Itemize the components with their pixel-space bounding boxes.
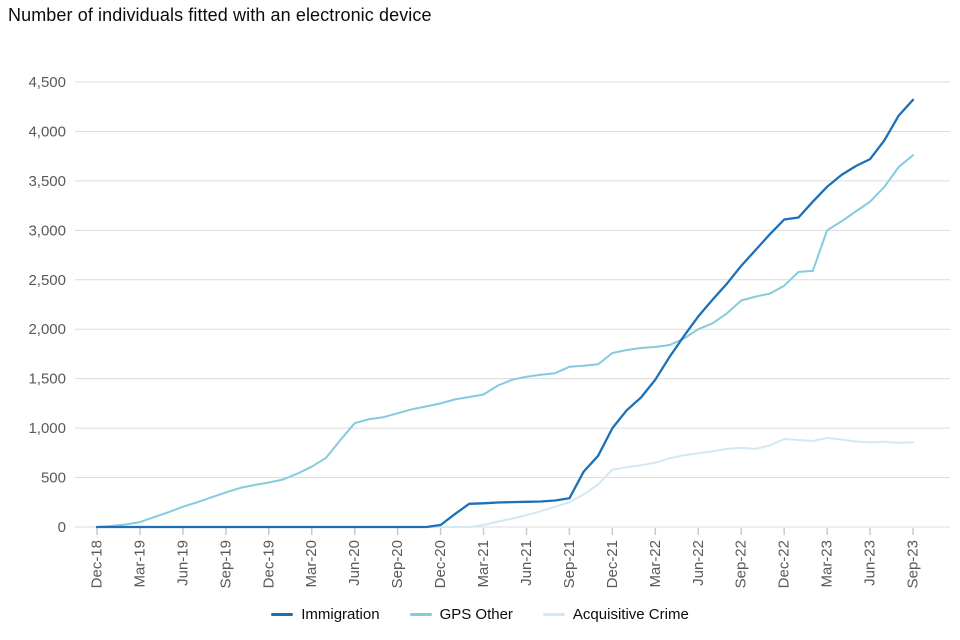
x-axis-tick-label: Mar-23 [819, 540, 836, 588]
line-chart: 0 500 1,000 1,500 2,000 2,500 3,000 3,500 4,000 4… [28, 74, 950, 588]
x-axis-tick-label: Dec-21 [604, 540, 621, 588]
x-axis-tick-label: Dec-20 [432, 540, 449, 588]
x-axis-tick-label: Sep-20 [389, 540, 406, 588]
y-axis-tick-label: 0 [58, 519, 66, 536]
y-axis-tick-label: 3,000 [28, 222, 66, 239]
y-axis-tick-label: 1,500 [28, 371, 66, 388]
x-axis-tick-label: Jun-21 [518, 540, 535, 586]
x-axis-tick-label: Jun-22 [690, 540, 707, 586]
x-axis-tick-label: Jun-23 [862, 540, 879, 586]
x-axis-tick-label: Sep-19 [217, 540, 234, 588]
y-axis-tick-label: 4,000 [28, 123, 66, 140]
legend-item-acquisitive-crime: Acquisitive Crime [542, 606, 689, 623]
chart-title: Number of individuals fitted with an ele… [8, 5, 432, 25]
legend-label: GPS Other [439, 606, 513, 623]
legend-swatch-icon [542, 613, 565, 616]
x-axis-tick-label: Dec-18 [89, 540, 106, 588]
x-axis-tick-label: Mar-21 [475, 540, 492, 588]
y-axis-tick-label: 500 [41, 470, 66, 487]
legend-item-gps-other: GPS Other [409, 606, 513, 623]
x-axis-tick-label: Sep-21 [561, 540, 578, 588]
x-axis-tick-label: Jun-19 [174, 540, 191, 586]
x-axis-tick-label: Mar-19 [131, 540, 148, 588]
y-axis-tick-label: 1,000 [28, 420, 66, 437]
series-line-gps-other [96, 154, 914, 528]
x-axis-tick-label: Sep-22 [733, 540, 750, 588]
legend-swatch-icon [271, 613, 294, 616]
x-axis-tick-label: Dec-19 [260, 540, 277, 588]
series-line-acquisitive-crime [96, 437, 914, 528]
y-axis-tick-label: 3,500 [28, 173, 66, 190]
y-axis-tick-label: 4,500 [28, 74, 66, 91]
legend-label: Acquisitive Crime [572, 606, 689, 623]
y-axis-tick-label: 2,500 [28, 272, 66, 289]
legend-label: Immigration [301, 606, 380, 623]
x-axis-tick-label: Mar-22 [647, 540, 664, 588]
chart-legend: Immigration GPS Other Acquisitive Crime [0, 606, 960, 623]
x-axis-tick-label: Mar-20 [303, 540, 320, 588]
y-axis-tick-label: 2,000 [28, 321, 66, 338]
x-axis-tick-label: Dec-22 [776, 540, 793, 588]
series-line-immigration [95, 98, 915, 529]
x-axis-tick-label: Jun-20 [346, 540, 363, 586]
legend-swatch-icon [409, 613, 432, 616]
legend-item-immigration: Immigration [271, 606, 380, 623]
x-axis-tick-label: Sep-23 [905, 540, 922, 588]
